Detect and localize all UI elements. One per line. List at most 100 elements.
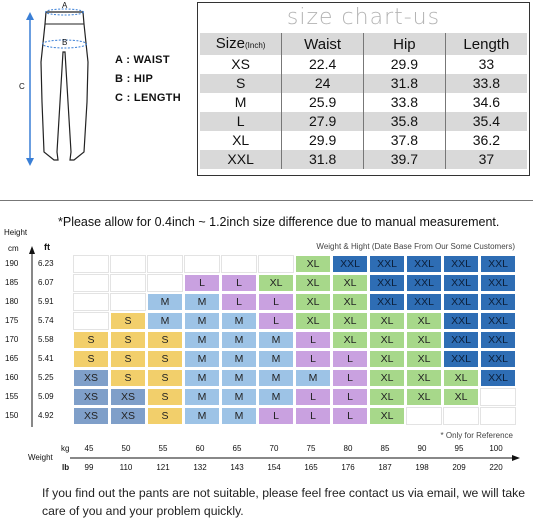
x-unit-lb: lb	[62, 463, 70, 472]
weight-lb-label: 187	[378, 463, 392, 472]
grid-cell: XL	[369, 369, 405, 387]
grid-cell: L	[332, 407, 368, 425]
grid-cell: M	[147, 312, 183, 330]
grid-cell	[73, 255, 109, 273]
grid-cell: L	[332, 388, 368, 406]
grid-cell: M	[221, 312, 257, 330]
grid-cell: XXL	[406, 255, 442, 273]
table-cell-waist: 29.9	[281, 131, 364, 150]
height-cm-label: 155	[5, 392, 19, 401]
measurement-note: *Please allow for 0.4inch ~ 1.2inch size…	[58, 215, 499, 229]
table-cell-length: 33.8	[445, 74, 527, 93]
grid-cell	[221, 255, 257, 273]
section-divider	[0, 200, 533, 201]
table-cell-hip: 37.8	[363, 131, 446, 150]
grid-cell: S	[147, 369, 183, 387]
grid-cell: XS	[73, 388, 109, 406]
height-ft-label: 6.23	[38, 259, 54, 268]
grid-cell	[147, 255, 183, 273]
grid-cell: XL	[332, 274, 368, 292]
grid-cell: XXL	[480, 293, 516, 311]
grid-cell: XL	[369, 350, 405, 368]
grid-cell: L	[295, 407, 331, 425]
height-ft-label: 5.91	[38, 297, 54, 306]
grid-cell: M	[221, 350, 257, 368]
height-ft-label: 6.07	[38, 278, 54, 287]
table-row: XS 22.4 29.9 33	[200, 55, 527, 74]
height-ft-label: 5.74	[38, 316, 54, 325]
height-cm-label: 185	[5, 278, 19, 287]
grid-cell	[480, 388, 516, 406]
marker-b: B	[62, 38, 68, 47]
weight-kg-label: 55	[158, 444, 168, 453]
measurement-note-text: *Please allow for 0.4inch ~ 1.2inch size…	[58, 215, 500, 229]
grid-cell: XL	[295, 312, 331, 330]
x-axis	[70, 455, 520, 461]
height-cm-label: 170	[5, 335, 19, 344]
grid-cell: XXL	[443, 350, 479, 368]
height-cm-label: 150	[5, 411, 19, 420]
weight-kg-label: 70	[269, 444, 279, 453]
grid-cell: M	[221, 331, 257, 349]
grid-cell: XXL	[480, 331, 516, 349]
grid-cell: XL	[406, 331, 442, 349]
grid-cell	[110, 293, 146, 311]
grid-cell: L	[221, 293, 257, 311]
weight-kg-label: 90	[417, 444, 427, 453]
grid-cell: S	[110, 350, 146, 368]
weight-lb-label: 198	[415, 463, 429, 472]
grid-cell: XL	[295, 274, 331, 292]
grid-cell: L	[258, 407, 294, 425]
weight-kg-label: 50	[121, 444, 131, 453]
height-cm-label: 180	[5, 297, 19, 306]
grid-cell: M	[221, 369, 257, 387]
table-row: XXL 31.8 39.7 37	[200, 150, 527, 169]
table-cell-hip: 31.8	[363, 74, 446, 93]
weight-lb-label: 154	[267, 463, 281, 472]
table-cell-waist: 25.9	[281, 93, 364, 112]
weight-lb-label: 132	[193, 463, 207, 472]
table-cell-hip: 35.8	[363, 112, 446, 131]
table-cell-length: 33	[478, 56, 495, 72]
grid-cell: XL	[369, 331, 405, 349]
table-row: M 25.9 33.8 34.6	[200, 93, 527, 112]
grid-cell: XL	[406, 350, 442, 368]
table-cell-length: 36.2	[472, 132, 500, 148]
grid-cell	[73, 274, 109, 292]
grid-cell: XXL	[443, 293, 479, 311]
grid-cell: XL	[369, 312, 405, 330]
table-cell-waist: 24	[281, 74, 364, 93]
table-cell-size: L	[200, 112, 283, 131]
grid-cell: XL	[332, 331, 368, 349]
grid-cell: XXL	[369, 293, 405, 311]
grid-cell: XL	[369, 388, 405, 406]
height-ft-label: 5.25	[38, 373, 54, 382]
grid-cell: XS	[110, 407, 146, 425]
table-cell-size: XL	[200, 131, 283, 150]
grid-cell: XXL	[443, 274, 479, 292]
x-axis-title: Weight	[28, 453, 53, 462]
grid-cell: XL	[332, 312, 368, 330]
weight-kg-label: 45	[84, 444, 94, 453]
label-hip: B : HIP	[115, 73, 154, 85]
table-cell-size: XXL	[200, 150, 283, 169]
table-row: L 27.9 35.8 35.4	[200, 112, 527, 131]
grid-cell: XXL	[369, 274, 405, 292]
height-ft-label: 4.92	[38, 411, 54, 420]
grid-cell: XXL	[480, 350, 516, 368]
chart-legend-text: Weight & Hight (Date Base From Our Some …	[316, 242, 515, 251]
weight-kg-label: 95	[454, 444, 464, 453]
table-cell-hip: 39.7	[363, 150, 446, 169]
grid-cell: XL	[295, 293, 331, 311]
leggings-diagram: A B C	[8, 1, 98, 172]
weight-kg-label: 85	[380, 444, 390, 453]
grid-cell: M	[258, 350, 294, 368]
weight-lb-label: 121	[156, 463, 170, 472]
weight-kg-label: 75	[306, 444, 316, 453]
grid-cell: S	[73, 350, 109, 368]
grid-cell: XL	[295, 255, 331, 273]
grid-cell	[184, 255, 220, 273]
grid-cell: XL	[406, 312, 442, 330]
weight-lb-label: 99	[84, 463, 94, 472]
grid-cell: M	[184, 293, 220, 311]
